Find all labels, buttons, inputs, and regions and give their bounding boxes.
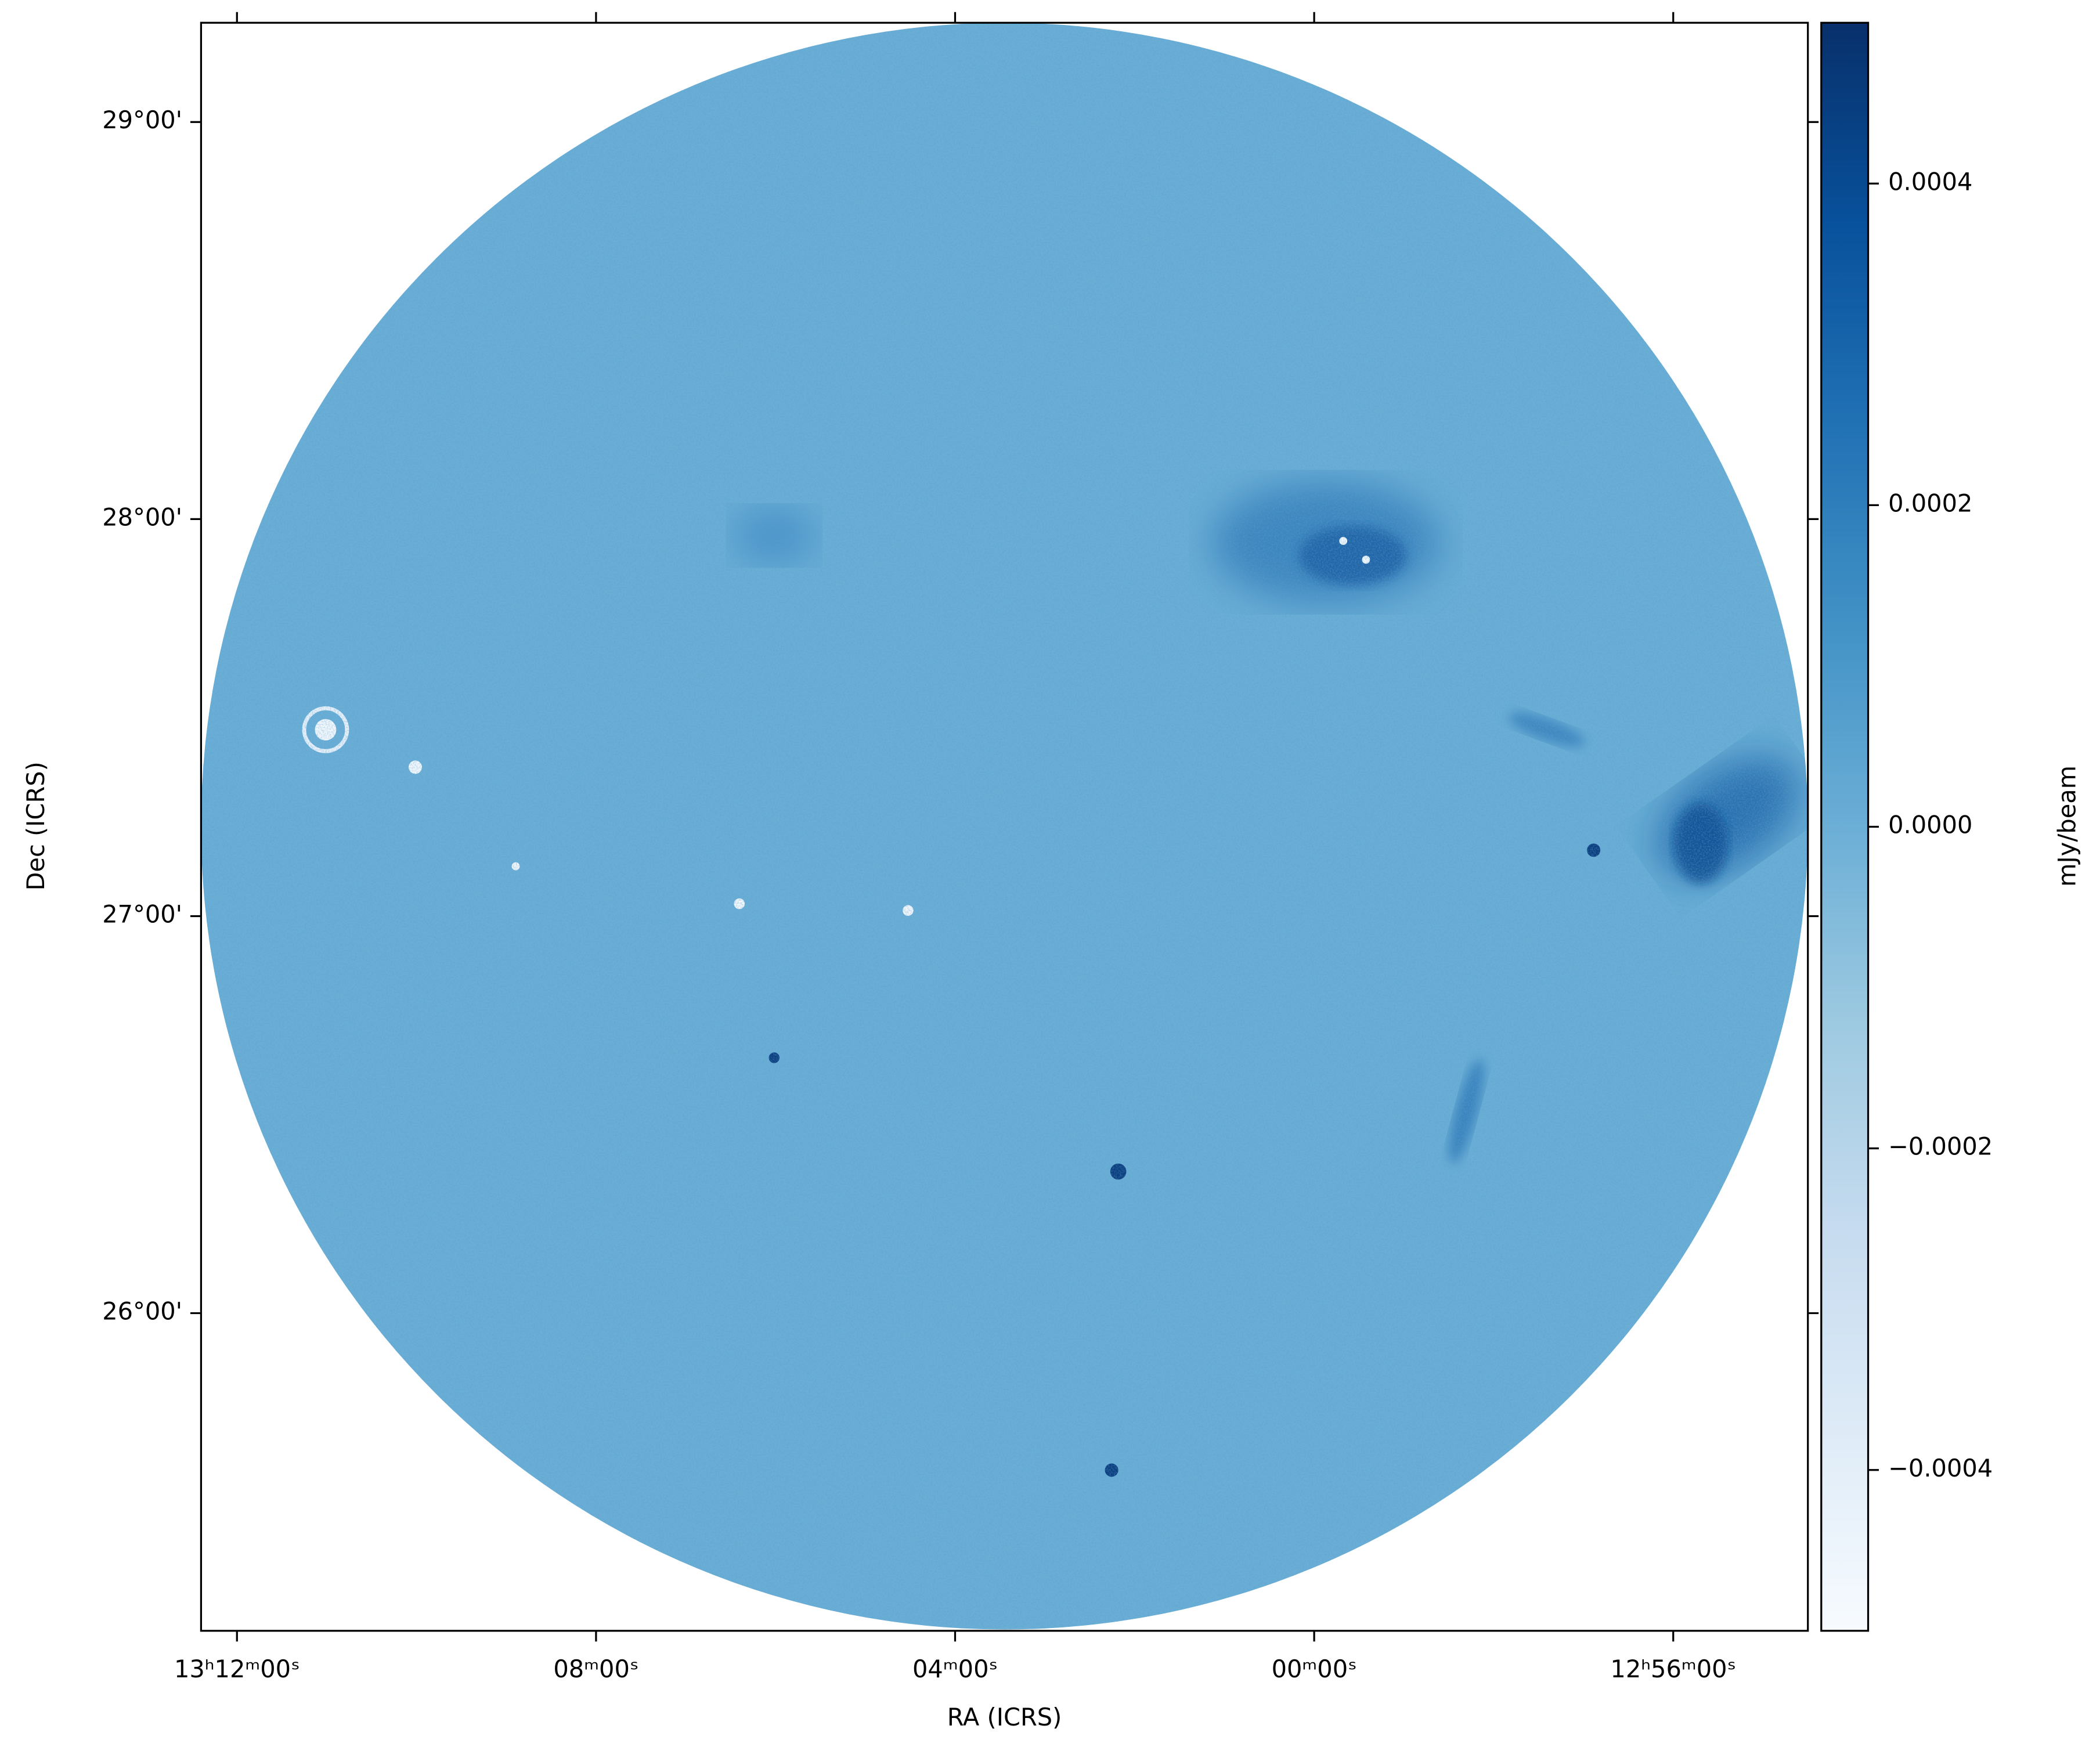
x-tick-label: 00ᵐ00ˢ [1272,1655,1357,1683]
y-tick-label: 28°00' [102,503,182,531]
axes-frame [200,21,1809,1632]
y-axis-label: Dec (ICRS) [21,761,50,890]
colorbar-tick-label: 0.0000 [1888,811,1972,839]
y-tick-label: 29°00' [102,106,182,134]
x-tick-label: 12ʰ56ᵐ00ˢ [1610,1655,1736,1683]
x-tick-label: 04ᵐ00ˢ [912,1655,998,1683]
sky-image [201,23,1808,1630]
y-tick-label: 26°00' [102,1297,182,1326]
y-tick-label: 27°00' [102,900,182,928]
colorbar-label: mJy/beam [2053,766,2081,887]
colorbar-tick-label: −0.0004 [1888,1454,1993,1482]
colorbar-tick-label: −0.0002 [1888,1132,1993,1161]
x-axis-label: RA (ICRS) [947,1703,1062,1731]
colorbar [1820,21,1870,1632]
colorbar-tick-label: 0.0004 [1888,167,1972,196]
colorbar-tick-label: 0.0002 [1888,489,1972,517]
noise-texture [201,23,1808,1630]
x-tick-label: 08ᵐ00ˢ [553,1655,638,1683]
x-tick-label: 13ʰ12ᵐ00ˢ [174,1655,300,1683]
